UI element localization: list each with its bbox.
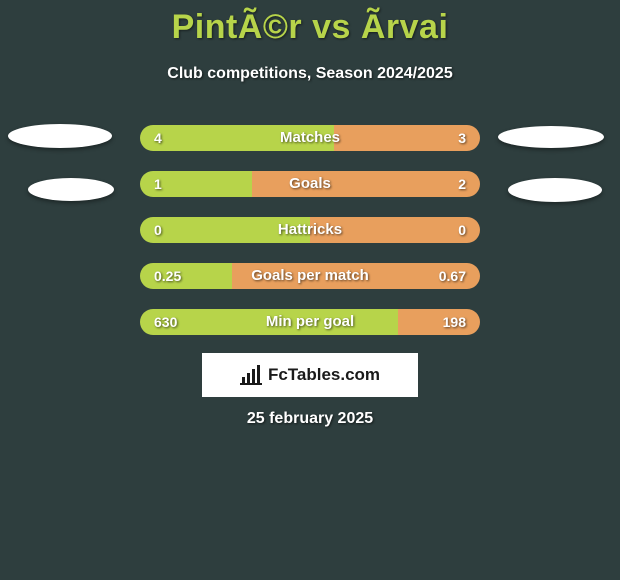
decorative-ellipse (8, 124, 112, 148)
attribution-box[interactable]: FcTables.com (202, 353, 418, 397)
date-text: 25 february 2025 (0, 410, 620, 428)
stat-row: 0.250.67Goals per match (140, 263, 480, 289)
stat-label: Min per goal (140, 309, 480, 335)
stat-row: 12Goals (140, 171, 480, 197)
stat-row: 630198Min per goal (140, 309, 480, 335)
subtitle: Club competitions, Season 2024/2025 (0, 65, 620, 83)
stat-rows: 43Matches 12Goals 00Hattricks 0.250.67Goals… (140, 125, 480, 355)
stat-label: Goals per match (140, 263, 480, 289)
stat-label: Hattricks (140, 217, 480, 243)
decorative-ellipse (498, 126, 604, 148)
barchart-icon (240, 365, 262, 385)
page-title: PintÃ©r vs Ãrvai (0, 0, 620, 47)
stats-comparison-card: PintÃ©r vs Ãrvai Club competitions, Seas… (0, 0, 620, 580)
stat-row: 00Hattricks (140, 217, 480, 243)
stat-label: Goals (140, 171, 480, 197)
attribution-text: FcTables.com (268, 365, 380, 385)
decorative-ellipse (28, 178, 114, 201)
stat-row: 43Matches (140, 125, 480, 151)
decorative-ellipse (508, 178, 602, 202)
stat-label: Matches (140, 125, 480, 151)
